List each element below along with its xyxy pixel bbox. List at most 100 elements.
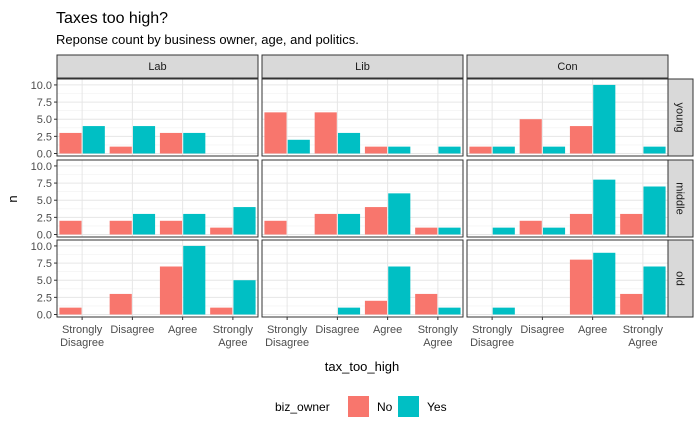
chart-subtitle: Reponse count by business owner, age, an…: [56, 32, 359, 47]
y-tick-label: 5.0: [37, 195, 52, 207]
y-tick-label: 10.0: [31, 161, 52, 173]
panel-middle-lab: 0.0 2.5 5.0 7.5 10.0: [31, 159, 259, 242]
x-tick-label-line: Strongly: [418, 324, 459, 336]
y-tick-label: 2.5: [37, 212, 52, 224]
bar-no: [159, 266, 183, 315]
y-tick-label: 5.0: [37, 114, 52, 126]
bar-yes: [438, 146, 461, 154]
x-tick-label: Agree: [168, 324, 197, 336]
bar-no: [415, 293, 438, 315]
facet-strip-lib: [261, 54, 464, 79]
bar-yes: [132, 126, 156, 154]
bar-yes: [542, 227, 566, 235]
bar-no: [159, 132, 183, 154]
y-tick-label: 10.0: [31, 241, 52, 253]
bar-yes: [542, 146, 566, 154]
bar-yes: [492, 227, 515, 235]
bar-no: [159, 220, 183, 235]
bar-yes: [337, 307, 361, 315]
panel-background: [262, 160, 463, 237]
bar-no: [620, 293, 643, 315]
x-tick-label-line: Strongly: [623, 324, 664, 336]
bar-yes: [337, 132, 361, 154]
bar-no: [59, 307, 82, 315]
panel-border: [261, 239, 464, 318]
bar-yes: [287, 139, 310, 154]
x-tick-label-line: Strongly: [267, 324, 308, 336]
x-axis-label: tax_too_high: [325, 359, 399, 374]
facet-strip-con: [466, 54, 669, 79]
bar-yes: [388, 266, 411, 315]
x-tick-label-line: Strongly: [213, 324, 254, 336]
bar-yes: [593, 252, 616, 315]
chart-title: Taxes too high?: [56, 10, 168, 27]
bar-yes: [388, 193, 411, 235]
bar-yes: [183, 213, 206, 235]
panel-border: [56, 239, 259, 318]
x-tick-label: Strongly Disagree: [470, 324, 514, 349]
y-tick-label: 0.0: [37, 230, 52, 242]
bar-yes: [388, 146, 411, 154]
y-tick-label: 5.0: [37, 275, 52, 287]
legend-label-yes: Yes: [427, 400, 447, 414]
bar-yes: [593, 179, 616, 235]
bar-yes: [492, 146, 515, 154]
bar-no: [109, 146, 132, 154]
bar-no: [569, 213, 593, 235]
bar-no: [314, 213, 337, 235]
facet-strip-label-con: Con: [557, 61, 577, 73]
bar-yes: [438, 227, 461, 235]
y-axis-label: n: [5, 195, 20, 202]
panel-background: [57, 160, 258, 237]
bar-yes: [643, 266, 666, 315]
y-tick-label: 0.0: [37, 310, 52, 322]
y-tick-label: 2.5: [37, 292, 52, 304]
x-tick-label-line: Agree: [578, 324, 607, 336]
x-tick-label-line: Agree: [628, 337, 657, 349]
y-tick-label: 0.0: [37, 149, 52, 161]
x-tick-label-line: Disagree: [520, 324, 564, 336]
x-tick-label-line: Disagree: [470, 337, 514, 349]
bar-no: [364, 300, 388, 315]
panel-border: [56, 159, 259, 238]
facet-strip-label-lib: Lib: [355, 61, 370, 73]
x-tick-label: Disagree: [315, 324, 359, 336]
bar-yes: [233, 207, 256, 235]
panel-border: [261, 78, 464, 157]
panel-background: [57, 240, 258, 317]
legend: biz_owner No Yes: [275, 396, 447, 417]
facet-strip-old: [667, 239, 694, 318]
x-tick-label: Disagree: [520, 324, 564, 336]
bar-no: [415, 227, 438, 235]
bar-no: [364, 146, 388, 154]
bar-no: [519, 220, 542, 235]
bar-no: [109, 220, 132, 235]
panel-background: [467, 79, 668, 156]
x-tick-label-line: Agree: [373, 324, 402, 336]
bar-no: [519, 119, 542, 154]
legend-label-no: No: [377, 400, 393, 414]
panel-border: [56, 78, 259, 157]
bar-yes: [337, 213, 361, 235]
bar-no: [59, 220, 82, 235]
bar-yes: [643, 146, 666, 154]
x-tick-label: Strongly Agree: [213, 324, 254, 349]
x-tick-label-line: Strongly: [62, 324, 103, 336]
bar-no: [569, 259, 593, 315]
facet-strip-young: [667, 78, 694, 157]
x-tick-label-line: Strongly: [472, 324, 513, 336]
bar-no: [109, 293, 132, 315]
y-tick-label: 10.0: [31, 80, 52, 92]
panel-young-con: [466, 78, 669, 157]
x-tick-label: Agree: [373, 324, 402, 336]
facet-panels: Lab Lib Conyoungmiddleold0.02.55.07.510.00…: [31, 54, 694, 349]
bar-no: [364, 207, 388, 235]
panel-young-lib: [261, 78, 464, 157]
bar-yes: [132, 213, 156, 235]
bar-no: [264, 112, 287, 154]
bar-no: [620, 213, 643, 235]
